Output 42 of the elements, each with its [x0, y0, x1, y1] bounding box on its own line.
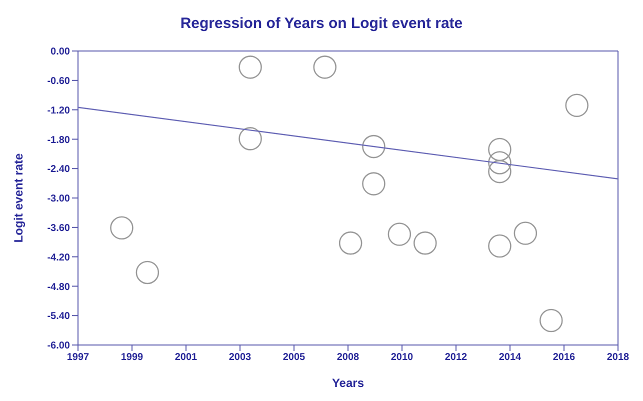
point [565, 94, 589, 118]
x-tick-label: 1997 [66, 352, 90, 364]
y-tick-label: -4.20 [47, 252, 70, 264]
y-tick-label: -0.60 [47, 76, 70, 87]
x-tick-label: 2012 [444, 352, 468, 364]
x-tick-label: 1999 [120, 352, 144, 364]
x-tick-label: 2014 [498, 352, 522, 364]
x-tick-label: 2016 [552, 352, 576, 364]
y-tick-label: -1.20 [47, 105, 70, 116]
point [488, 160, 512, 184]
point [514, 222, 538, 245]
y-axis-title: Logit event rate [11, 153, 26, 243]
y-tick-label: -5.40 [47, 311, 70, 322]
point [110, 216, 134, 240]
x-tick-label: 2008 [336, 352, 360, 364]
y-tick-label: -4.80 [47, 282, 70, 293]
point [362, 172, 386, 196]
point [413, 231, 437, 255]
x-tick-label: 2005 [282, 352, 306, 364]
point [313, 56, 337, 79]
point [488, 138, 512, 162]
point [488, 151, 512, 174]
point [238, 127, 262, 150]
y-tick-label: -3.00 [47, 194, 70, 205]
x-tick-label: 2010 [390, 352, 414, 364]
x-tick-label: 2018 [606, 352, 630, 364]
y-tick-label: -2.40 [47, 164, 70, 176]
point [136, 260, 160, 284]
point [338, 231, 362, 255]
y-tick-label: -3.60 [47, 222, 70, 234]
x-axis-title: Years [332, 376, 364, 390]
x-tick-label: 2001 [174, 352, 198, 364]
point [539, 308, 563, 332]
y-tick-label: -6.00 [47, 340, 70, 352]
y-tick-label: 0.00 [50, 46, 70, 58]
x-tick-label: 2003 [228, 352, 252, 364]
point [362, 134, 386, 158]
point [238, 56, 262, 79]
y-tick-label: -1.80 [47, 134, 70, 146]
point [488, 234, 512, 258]
point [388, 222, 412, 246]
chart-title: Regression of Years on Logit event rate [179, 14, 464, 34]
